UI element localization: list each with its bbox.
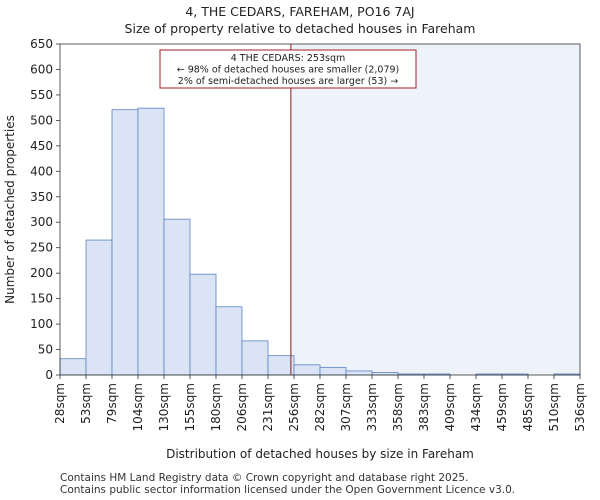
y-tick-label: 300 (30, 215, 53, 229)
x-tick-label: 28sqm (53, 383, 67, 424)
x-tick-label: 510sqm (547, 383, 561, 431)
histogram-bar (163, 218, 191, 376)
annotation-line: 4 THE CEDARS: 253sqm (231, 53, 346, 64)
annotation-box (159, 49, 417, 89)
histogram-bar (293, 364, 321, 376)
y-tick-label: 450 (30, 139, 53, 153)
y-tick-label: 150 (30, 292, 53, 306)
histogram-bar (189, 273, 217, 376)
x-tick-label: 333sqm (365, 383, 379, 431)
y-axis-title: Number of detached properties (3, 115, 17, 304)
x-tick-label: 155sqm (183, 383, 197, 431)
x-axis-title: Distribution of detached houses by size … (166, 447, 474, 461)
x-tick-label: 53sqm (79, 383, 93, 424)
annotation-line: ← 98% of detached houses are smaller (2,… (177, 65, 400, 76)
histogram-bar (111, 109, 139, 376)
histogram-bar (319, 366, 347, 376)
x-tick-label: 536sqm (573, 383, 587, 431)
histogram-bar (215, 306, 243, 376)
x-tick-label: 130sqm (157, 383, 171, 431)
y-tick-label: 200 (30, 266, 53, 280)
footer-line-1: Contains HM Land Registry data © Crown c… (60, 472, 469, 484)
highlight-region (290, 44, 580, 375)
x-tick-label: 358sqm (391, 383, 405, 431)
x-tick-label: 180sqm (209, 383, 223, 431)
y-tick-label: 600 (30, 62, 53, 76)
y-tick-label: 250 (30, 241, 53, 255)
y-tick-label: 500 (30, 113, 53, 127)
x-tick-label: 383sqm (417, 383, 431, 431)
x-tick-label: 256sqm (287, 383, 301, 431)
x-tick-label: 459sqm (495, 383, 509, 431)
x-tick-label: 206sqm (235, 383, 249, 431)
annotation-line: 2% of semi-detached houses are larger (5… (178, 76, 398, 87)
y-tick-label: 650 (30, 37, 53, 51)
x-tick-label: 104sqm (131, 383, 145, 431)
y-tick-label: 100 (30, 317, 53, 331)
x-tick-label: 307sqm (339, 383, 353, 431)
histogram-bar (345, 370, 373, 376)
y-tick-label: 0 (45, 368, 53, 382)
y-tick-label: 50 (38, 343, 53, 357)
x-tick-label: 79sqm (105, 383, 119, 424)
y-tick-label: 550 (30, 88, 53, 102)
x-tick-label: 485sqm (521, 383, 535, 431)
chart-title: 4, THE CEDARS, FAREHAM, PO16 7AJ (185, 4, 415, 19)
histogram-bar (85, 239, 113, 376)
footer-line-2: Contains public sector information licen… (60, 484, 516, 496)
x-tick-label: 434sqm (469, 383, 483, 431)
y-tick-label: 350 (30, 190, 53, 204)
y-tick-label: 400 (30, 164, 53, 178)
chart-subtitle: Size of property relative to detached ho… (124, 21, 476, 36)
histogram-bar (59, 358, 87, 376)
x-tick-label: 282sqm (313, 383, 327, 431)
histogram-bar (267, 355, 295, 376)
x-tick-label: 231sqm (261, 383, 275, 431)
x-tick-label: 409sqm (443, 383, 457, 431)
histogram-bar (241, 340, 269, 376)
histogram-bar (137, 107, 165, 376)
